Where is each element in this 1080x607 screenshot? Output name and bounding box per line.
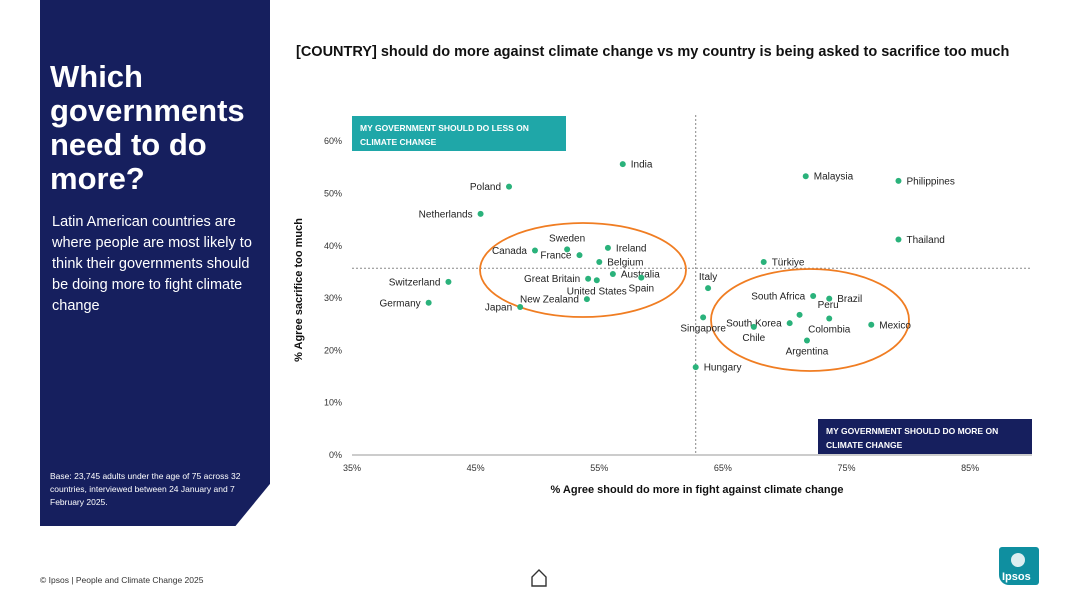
- data-point: [802, 173, 809, 180]
- x-axis-label: % Agree should do more in fight against …: [551, 484, 844, 496]
- y-tick-label: 40%: [324, 241, 342, 251]
- data-point: [692, 364, 699, 371]
- x-tick-label: 85%: [961, 463, 979, 473]
- point-label: Peru: [818, 300, 839, 311]
- x-tick-label: 65%: [714, 463, 732, 473]
- scatter-chart: 35% 45% 55% 65% 75% 85% 0% 10% 20% 30% 40% 50% 60% % …: [293, 115, 1032, 496]
- point-label: Philippines: [906, 176, 954, 187]
- y-tick-label: 30%: [324, 293, 342, 303]
- data-point: [868, 321, 875, 328]
- point-label: Netherlands: [419, 209, 473, 220]
- x-tick-label: 55%: [590, 463, 608, 473]
- point-label: Sweden: [549, 233, 585, 244]
- data-point: [445, 278, 452, 285]
- point-label: Germany: [380, 298, 421, 309]
- point-label: Canada: [492, 246, 527, 257]
- home-icon[interactable]: [530, 568, 548, 588]
- data-point: [803, 337, 810, 344]
- data-point: [609, 271, 616, 278]
- data-point: [531, 247, 538, 254]
- data-point: [477, 210, 484, 217]
- point-label: Poland: [470, 182, 501, 193]
- point-label: Colombia: [808, 324, 851, 335]
- y-tick-label: 20%: [324, 345, 342, 355]
- x-tick-label: 35%: [343, 463, 361, 473]
- point-label: France: [540, 251, 572, 262]
- data-point: [593, 277, 600, 284]
- data-point: [786, 320, 793, 327]
- point-label: Switzerland: [389, 277, 441, 288]
- point-label: India: [631, 160, 653, 171]
- point-label: South Africa: [751, 291, 805, 302]
- y-tick-label: 60%: [324, 136, 342, 146]
- data-point: [506, 183, 513, 190]
- data-point: [583, 296, 590, 303]
- footer-credit: © Ipsos | People and Climate Change 2025: [40, 575, 204, 585]
- ipsos-logo: Ipsos: [999, 547, 1039, 585]
- point-label: Spain: [629, 284, 655, 295]
- quadrant-label-more: MY GOVERNMENT SHOULD DO MORE ON: [826, 426, 998, 436]
- point-label: Singapore: [680, 323, 726, 334]
- quadrant-label-less: CLIMATE CHANGE: [360, 137, 437, 147]
- x-tick-label: 45%: [467, 463, 485, 473]
- data-point: [425, 299, 432, 306]
- point-label: Japan: [485, 302, 512, 313]
- data-point: [585, 275, 592, 282]
- data-point: [750, 323, 757, 330]
- data-point: [826, 315, 833, 322]
- point-label: United States: [567, 286, 627, 297]
- point-label: Brazil: [837, 294, 862, 305]
- chart-title: [COUNTRY] should do more against climate…: [296, 44, 1010, 60]
- point-label: Italy: [699, 272, 717, 283]
- data-point: [576, 252, 583, 259]
- page-heading: Which governments need to do more?: [50, 59, 245, 196]
- quadrant-label-more: CLIMATE CHANGE: [826, 440, 903, 450]
- data-point: [619, 161, 626, 168]
- point-label: Chile: [742, 333, 765, 344]
- data-point: [826, 295, 833, 302]
- data-point: [564, 246, 571, 253]
- sidebar-panel: Which governments need to do more? Latin…: [40, 0, 270, 526]
- y-axis-label: % Agree sacrifice too much: [293, 218, 305, 362]
- data-point: [638, 274, 645, 281]
- data-point: [895, 236, 902, 243]
- highlight-ellipse-latam: [710, 268, 910, 372]
- data-point: [596, 258, 603, 265]
- sidebar-subtext: Latin American countries are where peopl…: [52, 214, 252, 314]
- data-point: [796, 311, 803, 318]
- logo-text: Ipsos: [1002, 571, 1031, 583]
- data-point: [517, 303, 524, 310]
- quadrant-box-more: [818, 419, 1032, 454]
- point-label: Ireland: [616, 243, 647, 254]
- point-label: Türkiye: [772, 257, 805, 268]
- point-label: Malaysia: [814, 172, 854, 183]
- point-label: Belgium: [607, 257, 643, 268]
- point-label: Argentina: [786, 346, 829, 357]
- y-tick-label: 50%: [324, 188, 342, 198]
- quadrant-box-less: [352, 116, 566, 151]
- point-label: Great Britain: [524, 274, 580, 285]
- logo-mark: [1011, 553, 1025, 567]
- data-point: [604, 244, 611, 251]
- data-point: [760, 258, 767, 265]
- y-tick-label: 0%: [329, 450, 342, 460]
- base-note: Base: 23,745 adults under the age of 75 …: [50, 471, 241, 507]
- y-tick-label: 10%: [324, 398, 342, 408]
- data-point: [705, 285, 712, 292]
- data-point: [895, 177, 902, 184]
- quadrant-label-less: MY GOVERNMENT SHOULD DO LESS ON: [360, 123, 529, 133]
- data-point: [700, 314, 707, 321]
- point-label: Thailand: [906, 235, 944, 246]
- point-label: Mexico: [879, 320, 911, 331]
- highlight-ellipse-europe: [479, 222, 687, 318]
- point-label: New Zealand: [520, 295, 579, 306]
- point-label: Hungary: [704, 363, 742, 374]
- data-point: [810, 292, 817, 299]
- x-tick-label: 75%: [838, 463, 856, 473]
